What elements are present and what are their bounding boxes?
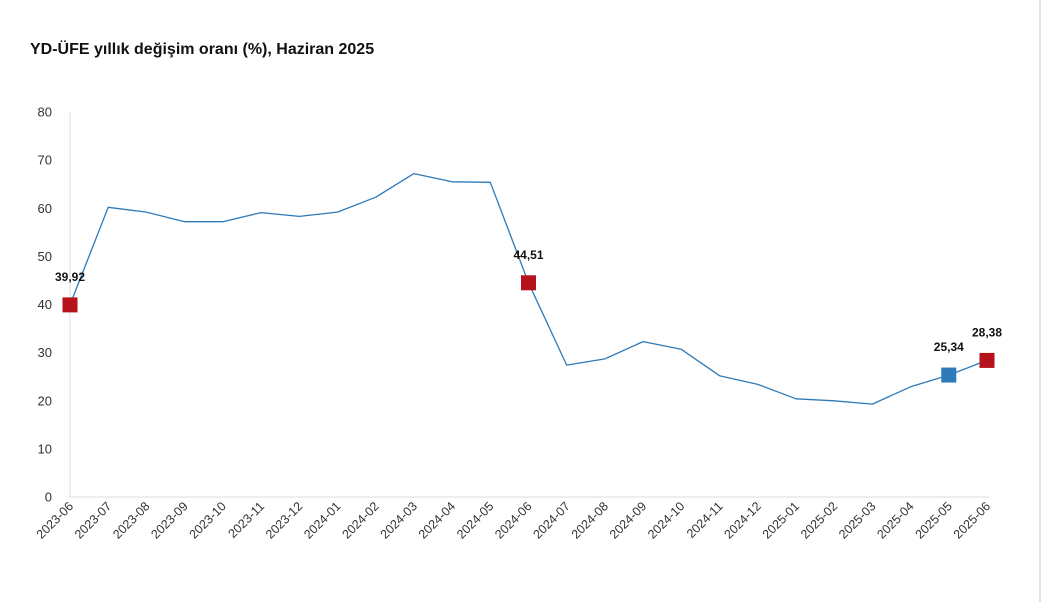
data-label: 44,51	[513, 248, 543, 262]
y-tick-label: 20	[38, 393, 52, 408]
x-tick-label: 2023-12	[263, 499, 305, 541]
data-label: 39,92	[55, 270, 85, 284]
y-tick-label: 60	[38, 201, 52, 216]
x-tick-label: 2024-02	[339, 499, 381, 541]
y-tick-label: 50	[38, 249, 52, 264]
y-tick-label: 80	[38, 105, 52, 120]
x-tick-label: 2024-08	[569, 499, 611, 541]
x-tick-label: 2025-04	[874, 499, 916, 541]
y-tick-label: 10	[38, 441, 52, 456]
x-tick-label: 2025-05	[913, 499, 955, 541]
x-tick-label: 2024-12	[722, 499, 764, 541]
panel-divider	[1039, 0, 1041, 602]
highlight-marker	[941, 367, 957, 383]
highlight-marker	[521, 275, 536, 291]
x-tick-label: 2024-09	[607, 499, 649, 541]
y-tick-label: 0	[45, 490, 52, 505]
data-label: 25,34	[934, 340, 964, 354]
x-tick-label: 2024-03	[378, 499, 420, 541]
x-tick-label: 2024-05	[454, 499, 496, 541]
x-tick-label: 2025-02	[798, 499, 840, 541]
x-tick-label: 2023-09	[148, 499, 190, 541]
x-tick-label: 2025-01	[760, 499, 802, 541]
chart-title: YD-ÜFE yıllık değişim oranı (%), Haziran…	[30, 41, 375, 58]
x-tick-label: 2024-06	[492, 499, 534, 541]
highlight-marker	[62, 297, 78, 313]
highlight-marker	[979, 352, 995, 368]
y-tick-label: 70	[38, 153, 52, 168]
x-tick-label: 2023-10	[187, 499, 229, 541]
x-tick-label: 2025-06	[951, 499, 993, 541]
x-tick-label: 2023-07	[72, 499, 114, 541]
y-tick-label: 40	[38, 297, 52, 312]
x-tick-label: 2025-03	[836, 499, 878, 541]
x-tick-label: 2024-01	[301, 499, 343, 541]
data-label: 28,38	[972, 325, 1002, 339]
x-tick-label: 2024-10	[645, 499, 687, 541]
x-tick-label: 2024-04	[416, 499, 458, 541]
x-tick-label: 2024-11	[684, 499, 726, 541]
x-tick-label: 2024-07	[530, 499, 572, 541]
y-tick-label: 30	[38, 345, 52, 360]
x-tick-label: 2023-06	[34, 499, 76, 541]
x-tick-label: 2023-08	[110, 499, 152, 541]
x-tick-label: 2023-11	[225, 499, 267, 541]
